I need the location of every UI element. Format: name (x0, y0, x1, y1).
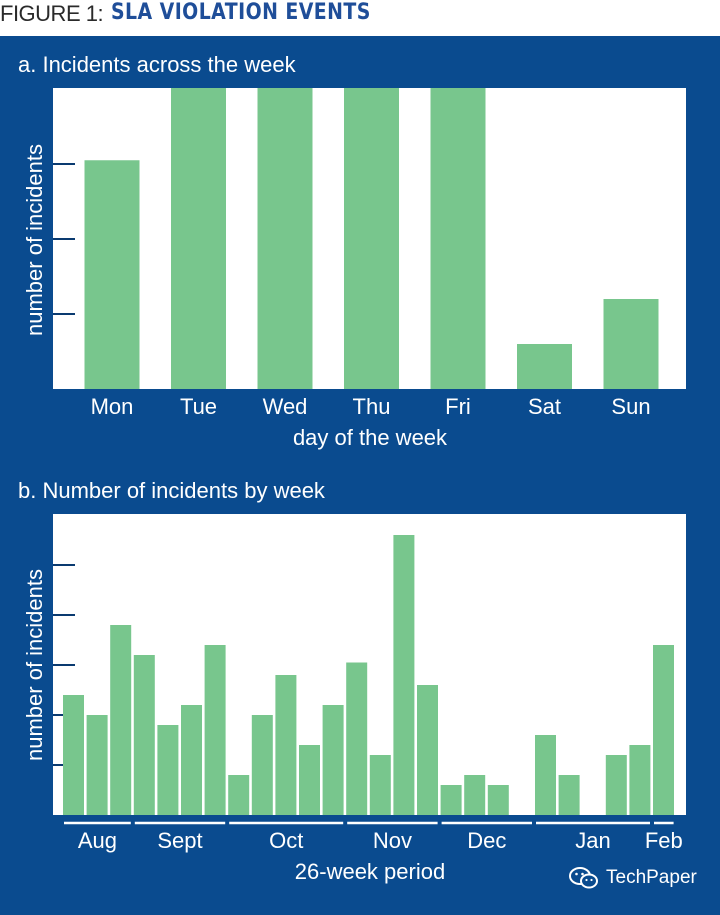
chart-b-bar-week-4 (133, 655, 155, 815)
chart-b-bar-week-16 (417, 685, 438, 815)
chart-b-bar-week-2 (86, 715, 108, 815)
chart-b-bar-week-12 (322, 705, 344, 815)
watermark: TechPaper (568, 866, 697, 890)
chart-b-bar-week-17 (440, 785, 462, 815)
chart-a: a. Incidents across the week Mon Tue Wed Th… (18, 52, 686, 450)
chart-a-x-tick-label: Wed (263, 394, 308, 419)
figure-header: FIGURE 1: SLA VIOLATION EVENTS (0, 0, 720, 34)
chart-b-x-axis-label: 26-week period (295, 859, 445, 884)
chart-b-bar-week-26 (653, 645, 674, 815)
chart-b-bar-week-3 (110, 625, 132, 815)
chart-a-x-tick-label: Fri (445, 394, 471, 419)
chart-a-bar-sat (517, 344, 572, 389)
chart-b-month-label: Dec (467, 828, 506, 853)
chart-b-bar-week-5 (157, 725, 179, 815)
chart-b-bar-week-13 (346, 662, 368, 815)
chart-b-month-label: Oct (269, 828, 303, 853)
chart-a-bar-mon (84, 160, 140, 389)
chart-b-bar-week-18 (464, 775, 486, 815)
chart-b-bar-week-15 (393, 535, 415, 815)
chart-b-bar-week-1 (63, 695, 84, 815)
chart-b-bar-week-24 (605, 755, 627, 815)
chart-b-bar-week-6 (181, 705, 202, 815)
chart-b-month-label: Jan (575, 828, 610, 853)
chart-b-month-label: Feb (645, 828, 683, 853)
chart-b-bar-week-21 (535, 735, 556, 815)
chart-b: b. Number of incidents by week Aug Sept Oc… (18, 478, 686, 884)
chart-b-title: b. Number of incidents by week (18, 478, 326, 503)
watermark-text: TechPaper (606, 867, 697, 888)
chart-b-bar-week-25 (629, 745, 651, 815)
wechat-icon (569, 867, 598, 889)
chart-b-bar-week-14 (369, 755, 391, 815)
chart-b-y-axis-label: number of incidents (22, 569, 47, 761)
chart-b-bar-week-8 (228, 775, 250, 815)
chart-b-month-label: Sept (157, 828, 202, 853)
chart-a-x-tick-label: Sat (528, 394, 561, 419)
chart-b-bar-week-9 (251, 715, 273, 815)
chart-a-bar-fri (430, 88, 486, 389)
chart-a-x-axis-label: day of the week (293, 425, 448, 450)
chart-a-y-axis-label: number of incidents (22, 144, 47, 336)
chart-b-bar-week-19 (487, 785, 509, 815)
chart-b-month-label: Nov (373, 828, 412, 853)
chart-a-x-tick-label: Mon (91, 394, 134, 419)
figure-label: FIGURE 1: (0, 1, 104, 26)
chart-b-month-label: Aug (78, 828, 117, 853)
chart-b-bar-week-7 (204, 645, 226, 815)
chart-a-bar-wed (257, 88, 313, 389)
chart-b-bar-week-11 (299, 745, 320, 815)
chart-a-bar-sun (603, 299, 659, 389)
figure-title: SLA VIOLATION EVENTS (111, 0, 371, 25)
chart-a-bar-tue (171, 88, 226, 389)
chart-a-x-tick-label: Sun (611, 394, 650, 419)
chart-a-title: a. Incidents across the week (18, 52, 297, 77)
chart-a-x-tick-label: Thu (353, 394, 391, 419)
chart-a-x-tick-label: Tue (180, 394, 217, 419)
chart-a-bar-thu (344, 88, 399, 389)
chart-b-bar-week-22 (558, 775, 580, 815)
chart-b-bar-week-10 (275, 675, 297, 815)
